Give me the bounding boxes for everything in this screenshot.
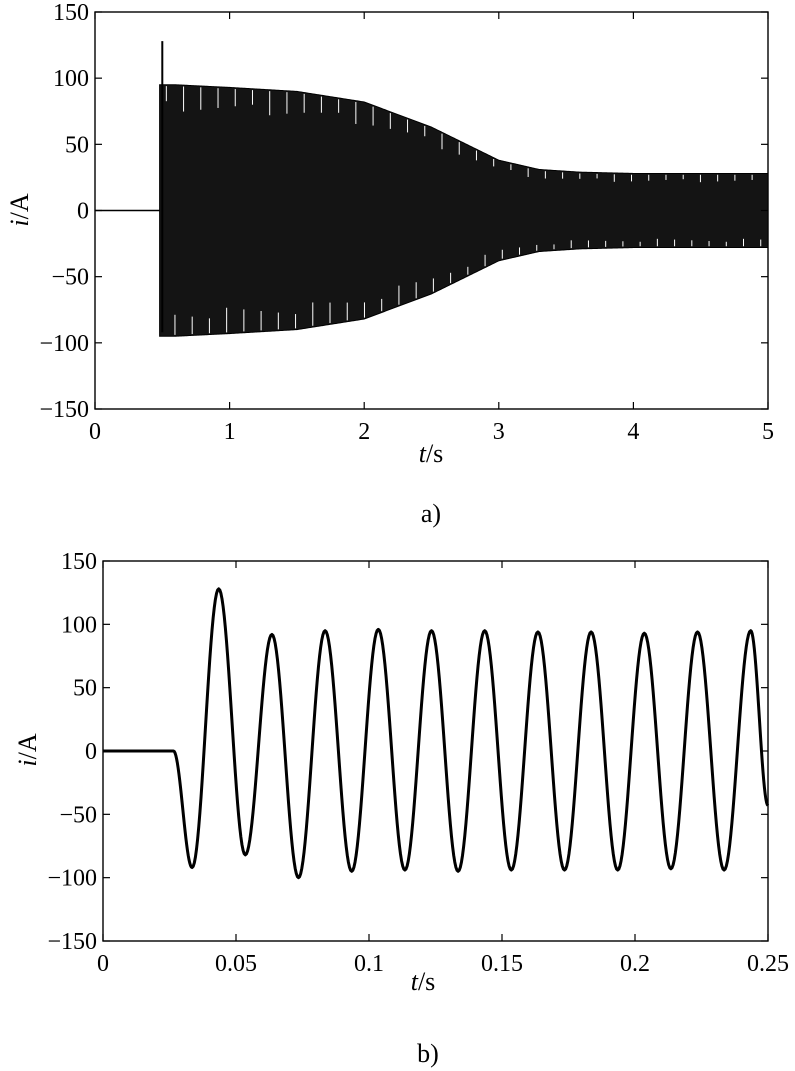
y-tick-label: 0	[77, 199, 89, 225]
current-waveform-b	[103, 587, 770, 880]
y-tick-label: 150	[53, 0, 89, 26]
x-tick-label: 0.2	[620, 951, 650, 977]
y-tick-label: 0	[85, 739, 97, 765]
x-ticks-a: 0 1 2 3 4 5	[89, 12, 774, 445]
y-tick-label: 100	[61, 612, 97, 638]
y-tick-label: −150	[39, 397, 89, 423]
y-tick-label: −100	[47, 866, 97, 892]
caption-a: a)	[421, 499, 441, 528]
y-tick-label: 50	[65, 132, 89, 158]
x-tick-label: 3	[493, 419, 505, 445]
x-axis-label-a: t/s	[419, 439, 444, 468]
y-axis-label-b: i/A	[13, 733, 42, 766]
panel-a: 0 1 2 3 4 5 −150 −100 −50 0 50 100 150 t/s i/A a)	[5, 0, 774, 528]
x-tick-label: 0.25	[747, 951, 789, 977]
y-tick-label: 150	[61, 549, 97, 575]
x-tick-label: 1	[224, 419, 236, 445]
y-tick-label: −50	[51, 265, 89, 291]
x-tick-label: 0.15	[481, 951, 523, 977]
y-tick-label: −150	[47, 929, 97, 955]
x-ticks-b: 0 0.05 0.1 0.15 0.2 0.25	[97, 561, 789, 977]
y-tick-label: 50	[73, 676, 97, 702]
panel-b: 0 0.05 0.1 0.15 0.2 0.25 −150 −100 −50 0 50 100 150…	[13, 549, 789, 1068]
y-tick-label: −100	[39, 331, 89, 357]
y-axis-label-a: i/A	[5, 193, 34, 226]
current-waveform-a	[159, 84, 769, 337]
x-tick-label: 0.05	[215, 951, 257, 977]
plot-area-a	[95, 41, 769, 337]
x-tick-label: 0.1	[354, 951, 384, 977]
x-tick-label: 5	[762, 419, 774, 445]
x-tick-label: 0	[89, 419, 101, 445]
y-ticks-b: −150 −100 −50 0 50 100 150	[47, 549, 768, 955]
y-ticks-a: −150 −100 −50 0 50 100 150	[39, 0, 768, 423]
x-tick-label: 0	[97, 951, 109, 977]
y-tick-label: −50	[59, 802, 97, 828]
x-axis-label-b: t/s	[411, 967, 436, 996]
plot-area-b	[103, 587, 770, 880]
x-tick-label: 2	[358, 419, 370, 445]
x-tick-label: 4	[627, 419, 639, 445]
caption-b: b)	[417, 1039, 439, 1068]
y-tick-label: 100	[53, 66, 89, 92]
